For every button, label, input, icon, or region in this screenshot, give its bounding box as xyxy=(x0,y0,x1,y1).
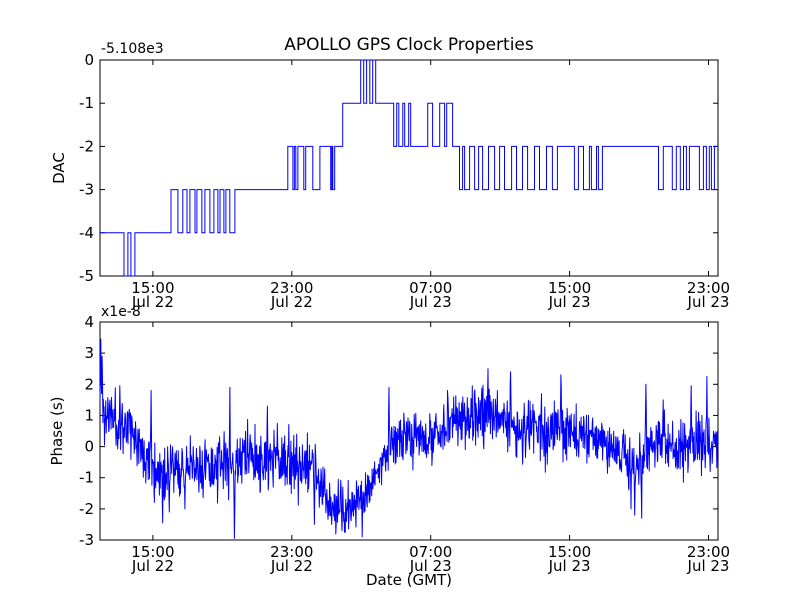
y-tick-label: -3 xyxy=(79,531,94,549)
y-tick-label: -2 xyxy=(79,500,94,518)
xlabel: Date (GMT) xyxy=(366,571,452,589)
y-tick-label: -1 xyxy=(79,469,94,487)
x-tick-label-time: 15:00 xyxy=(131,543,174,561)
y-tick-label: 1 xyxy=(84,406,94,424)
x-tick-label-time: 23:00 xyxy=(270,279,313,297)
y-tick-label: -5 xyxy=(79,267,94,285)
x-tick-label-date: Jul 22 xyxy=(131,557,174,575)
x-tick-label-date: Jul 23 xyxy=(548,293,591,311)
x-tick-label-date: Jul 22 xyxy=(131,293,174,311)
phase-noise-line xyxy=(99,338,719,539)
y-tick-label: -1 xyxy=(79,94,94,112)
x-tick-label-date: Jul 23 xyxy=(548,557,591,575)
x-tick-label-time: 15:00 xyxy=(131,279,174,297)
x-tick-label-time: 23:00 xyxy=(687,279,730,297)
bottom-y-scale-label: x1e-8 xyxy=(101,304,141,320)
y-tick-label: 2 xyxy=(84,375,94,393)
y-tick-label: -2 xyxy=(79,137,94,155)
y-tick-label: 3 xyxy=(84,344,94,362)
x-tick-label-date: Jul 22 xyxy=(270,293,313,311)
x-tick-label-date: Jul 23 xyxy=(409,557,452,575)
bottom-ylabel: Phase (s) xyxy=(48,396,66,465)
x-tick-label-time: 23:00 xyxy=(687,543,730,561)
chart-title: APOLLO GPS Clock Properties xyxy=(284,35,534,55)
x-tick-label-time: 15:00 xyxy=(548,543,591,561)
y-tick-label: -3 xyxy=(79,181,94,199)
y-tick-label: -4 xyxy=(79,224,94,242)
x-tick-label-time: 23:00 xyxy=(270,543,313,561)
x-tick-label-date: Jul 23 xyxy=(687,293,730,311)
y-tick-label: 0 xyxy=(84,51,94,69)
x-tick-label-date: Jul 22 xyxy=(270,557,313,575)
x-tick-label-date: Jul 23 xyxy=(409,293,452,311)
top-ylabel: DAC xyxy=(50,152,68,184)
x-tick-label-time: 15:00 xyxy=(548,279,591,297)
x-tick-label-time: 07:00 xyxy=(409,543,452,561)
y-tick-label: 4 xyxy=(84,313,94,331)
x-tick-label-date: Jul 23 xyxy=(687,557,730,575)
dac-step-line xyxy=(100,59,718,277)
y-tick-label: 0 xyxy=(84,438,94,456)
top-y-offset-label: -5.108e3 xyxy=(101,41,164,57)
x-tick-label-time: 07:00 xyxy=(409,279,452,297)
axes-frame xyxy=(99,59,719,277)
